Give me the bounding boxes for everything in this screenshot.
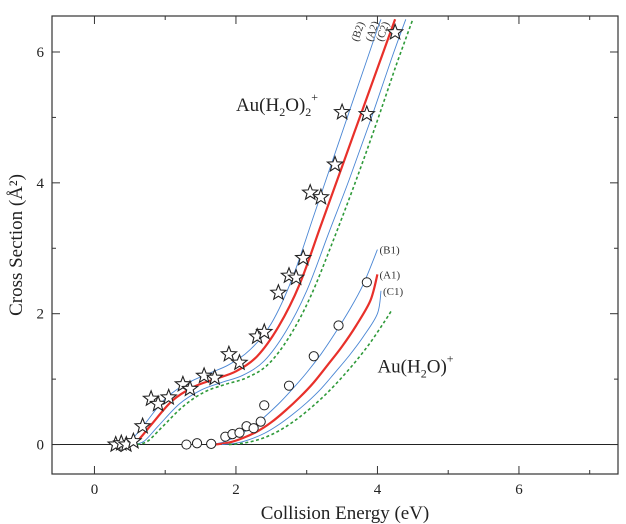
series-line-0 bbox=[119, 19, 382, 446]
species-labels: Au(H2O)2+ Au(H2O)+ bbox=[236, 90, 454, 381]
star-marker bbox=[269, 283, 288, 301]
y-tick-label: 4 bbox=[37, 176, 45, 192]
star-marker bbox=[159, 387, 178, 406]
y-tick-label: 0 bbox=[37, 438, 45, 454]
star-marker bbox=[325, 154, 345, 173]
curve-label: (A1) bbox=[379, 269, 400, 281]
y-tick-label: 6 bbox=[37, 45, 45, 61]
star-marker bbox=[173, 374, 192, 393]
series-line-7 bbox=[228, 309, 393, 446]
star-marker bbox=[195, 366, 214, 384]
species-label-h2o2: Au(H2O)2+ bbox=[236, 90, 318, 119]
x-tick-label: 0 bbox=[91, 482, 99, 498]
circle-marker bbox=[248, 423, 259, 434]
curve-label: (C1) bbox=[383, 286, 404, 298]
circle-marker bbox=[255, 416, 266, 427]
circle-marker bbox=[181, 439, 192, 450]
series-line-2 bbox=[133, 19, 407, 446]
x-axis-title: Collision Energy (eV) bbox=[261, 503, 430, 524]
x-tick-label: 4 bbox=[374, 482, 382, 498]
star-marker bbox=[149, 394, 168, 412]
star-marker bbox=[301, 183, 320, 201]
star-marker bbox=[205, 368, 224, 386]
star-marker bbox=[133, 416, 152, 434]
star-marker bbox=[357, 104, 376, 122]
y-axis-title: Cross Section (Å²) bbox=[6, 174, 27, 316]
circle-marker bbox=[361, 277, 372, 288]
data-markers bbox=[106, 22, 405, 453]
circle-marker bbox=[191, 438, 203, 449]
star-marker bbox=[230, 353, 249, 371]
star-marker bbox=[180, 379, 200, 397]
series-line-1 bbox=[125, 18, 397, 446]
fit-curves bbox=[119, 18, 414, 446]
series-line-3 bbox=[136, 19, 414, 446]
star-marker bbox=[294, 248, 313, 266]
ticks: 0 2 4 6 0 2 4 6 bbox=[37, 16, 618, 498]
series-line-6 bbox=[221, 290, 382, 446]
circle-marker bbox=[206, 438, 217, 450]
star-marker bbox=[219, 344, 238, 362]
circle-marker bbox=[333, 320, 344, 331]
circle-marker bbox=[308, 351, 319, 362]
series-line-5 bbox=[214, 274, 379, 446]
y-tick-label: 2 bbox=[37, 307, 45, 323]
circle-marker bbox=[283, 380, 295, 391]
x-tick-label: 2 bbox=[232, 482, 240, 498]
curve-label: (B1) bbox=[379, 245, 400, 257]
circle-marker bbox=[234, 427, 245, 438]
plot-frame bbox=[51, 15, 619, 475]
star-marker bbox=[311, 187, 330, 205]
circle-marker bbox=[259, 400, 270, 411]
star-marker bbox=[255, 322, 274, 340]
star-marker bbox=[333, 102, 352, 120]
star-marker bbox=[124, 431, 143, 450]
curve-labels: (B2)(A2)(C2)(B1)(A1)(C1) bbox=[349, 19, 403, 298]
x-tick-label: 6 bbox=[515, 482, 523, 498]
star-marker bbox=[386, 22, 405, 41]
star-marker bbox=[287, 268, 306, 286]
species-label-h2o: Au(H2O)+ bbox=[377, 352, 453, 381]
